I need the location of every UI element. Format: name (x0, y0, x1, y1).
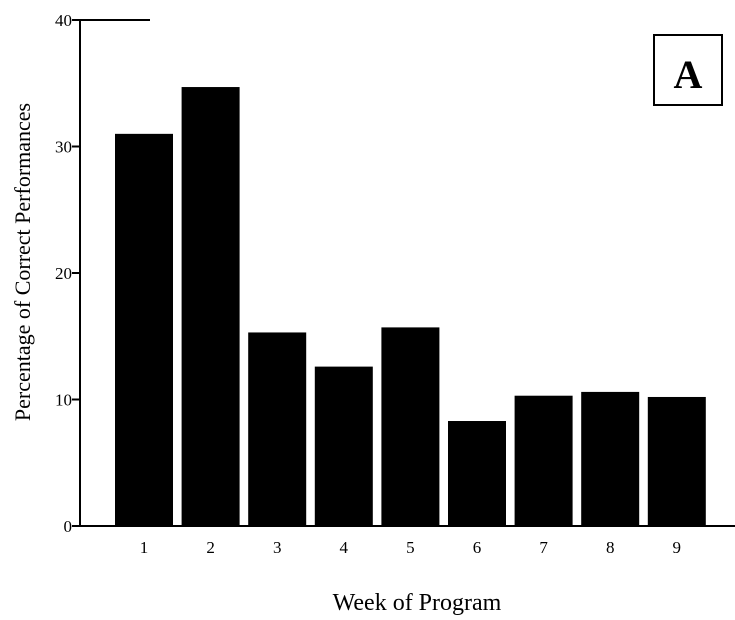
x-ticks: 1 2 3 4 5 6 7 8 9 (140, 538, 681, 557)
y-tick-label: 40 (55, 11, 72, 30)
bar-week-9 (647, 396, 706, 526)
x-tick-label: 2 (206, 538, 215, 557)
bars (115, 87, 706, 527)
x-tick-label: 8 (606, 538, 615, 557)
bar-week-4 (314, 366, 373, 526)
y-tick-label: 0 (64, 517, 73, 536)
x-axis-title: Week of Program (333, 590, 502, 616)
x-tick-label: 3 (273, 538, 282, 557)
bar-week-2 (181, 87, 240, 527)
y-axis-title: Percentage of Correct Performances (10, 103, 35, 421)
bar-week-7 (514, 395, 573, 526)
x-tick-label: 4 (340, 538, 349, 557)
bar-week-1 (115, 133, 173, 526)
panel-label: A (674, 52, 703, 97)
x-tick-label: 5 (406, 538, 415, 557)
x-tick-label: 6 (473, 538, 482, 557)
bar-week-6 (448, 421, 506, 526)
y-tick-label: 30 (55, 138, 72, 157)
y-ticks: 0 10 20 30 40 (55, 11, 80, 536)
bar-week-3 (248, 332, 307, 526)
bar-week-5 (381, 327, 440, 526)
x-tick-label: 7 (539, 538, 548, 557)
y-tick-label: 20 (55, 264, 72, 283)
y-tick-label: 10 (55, 391, 72, 410)
x-tick-label: 9 (673, 538, 682, 557)
x-tick-label: 1 (140, 538, 149, 557)
bar-week-8 (581, 391, 640, 526)
panel-label-box (653, 34, 723, 106)
